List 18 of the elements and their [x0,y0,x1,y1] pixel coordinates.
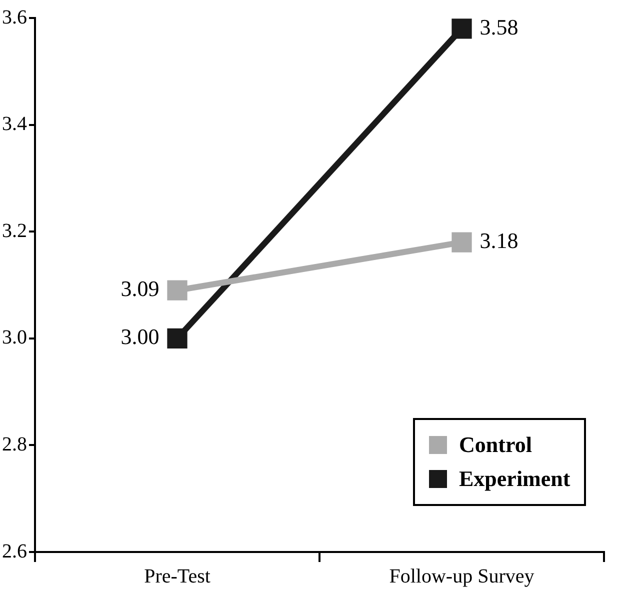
data-label: 3.09 [120,276,160,302]
point [452,18,472,39]
y-tick-label: 3.2 [2,220,27,242]
y-tick-label: 3.4 [2,113,27,136]
legend-label: Control [459,432,532,457]
data-label: 3.18 [480,228,518,254]
x-tick-label: Follow-up Survey [389,565,534,588]
point [452,232,472,252]
y-tick-label: 3.0 [2,326,27,349]
data-label: 3.58 [480,14,518,40]
y-tick-label: 3.6 [2,6,27,28]
x-tick-label: Pre-Test [144,565,211,588]
y-tick-label: 2.6 [2,540,27,562]
legend-label: Experiment [459,466,570,491]
y-tick-label: 2.8 [2,433,27,456]
point [167,280,188,300]
data-label: 3.00 [120,324,160,350]
point [167,328,188,348]
